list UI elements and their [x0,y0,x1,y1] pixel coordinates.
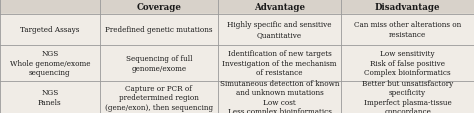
Text: Identification of new targets
Investigation of the mechanism
of resistance: Identification of new targets Investigat… [222,50,337,77]
Text: Highly specific and sensitive
Quantitative: Highly specific and sensitive Quantitati… [228,21,332,39]
Text: Capture or PCR of
predetermined region
(gene/exon), then sequencing: Capture or PCR of predetermined region (… [105,84,213,111]
Text: Sequencing of full
genome/exome: Sequencing of full genome/exome [126,55,192,72]
Text: NGS
Panels: NGS Panels [38,88,62,106]
Bar [0,0,474,15]
Text: Disadvantage: Disadvantage [375,3,440,12]
Text: Targeted Assays: Targeted Assays [20,26,80,34]
Text: Coverage: Coverage [137,3,181,12]
Text: Advantage: Advantage [254,3,305,12]
Text: Predefined genetic mutations: Predefined genetic mutations [105,26,212,34]
Text: Better but unsatisfactory
specificity
Imperfect plasma-tissue
concordance: Better but unsatisfactory specificity Im… [362,79,453,113]
Bar [0,15,474,113]
Text: NGS
Whole genome/exome
sequencing: NGS Whole genome/exome sequencing [9,50,90,77]
Text: Low sensitivity
Risk of false positive
Complex bioinformatics: Low sensitivity Risk of false positive C… [365,50,451,77]
Text: Can miss other alterations on
resistance: Can miss other alterations on resistance [354,21,461,39]
Text: Simutaneous detection of known
and unknown mutations
Low cost
Less complex bioin: Simutaneous detection of known and unkno… [220,79,339,113]
